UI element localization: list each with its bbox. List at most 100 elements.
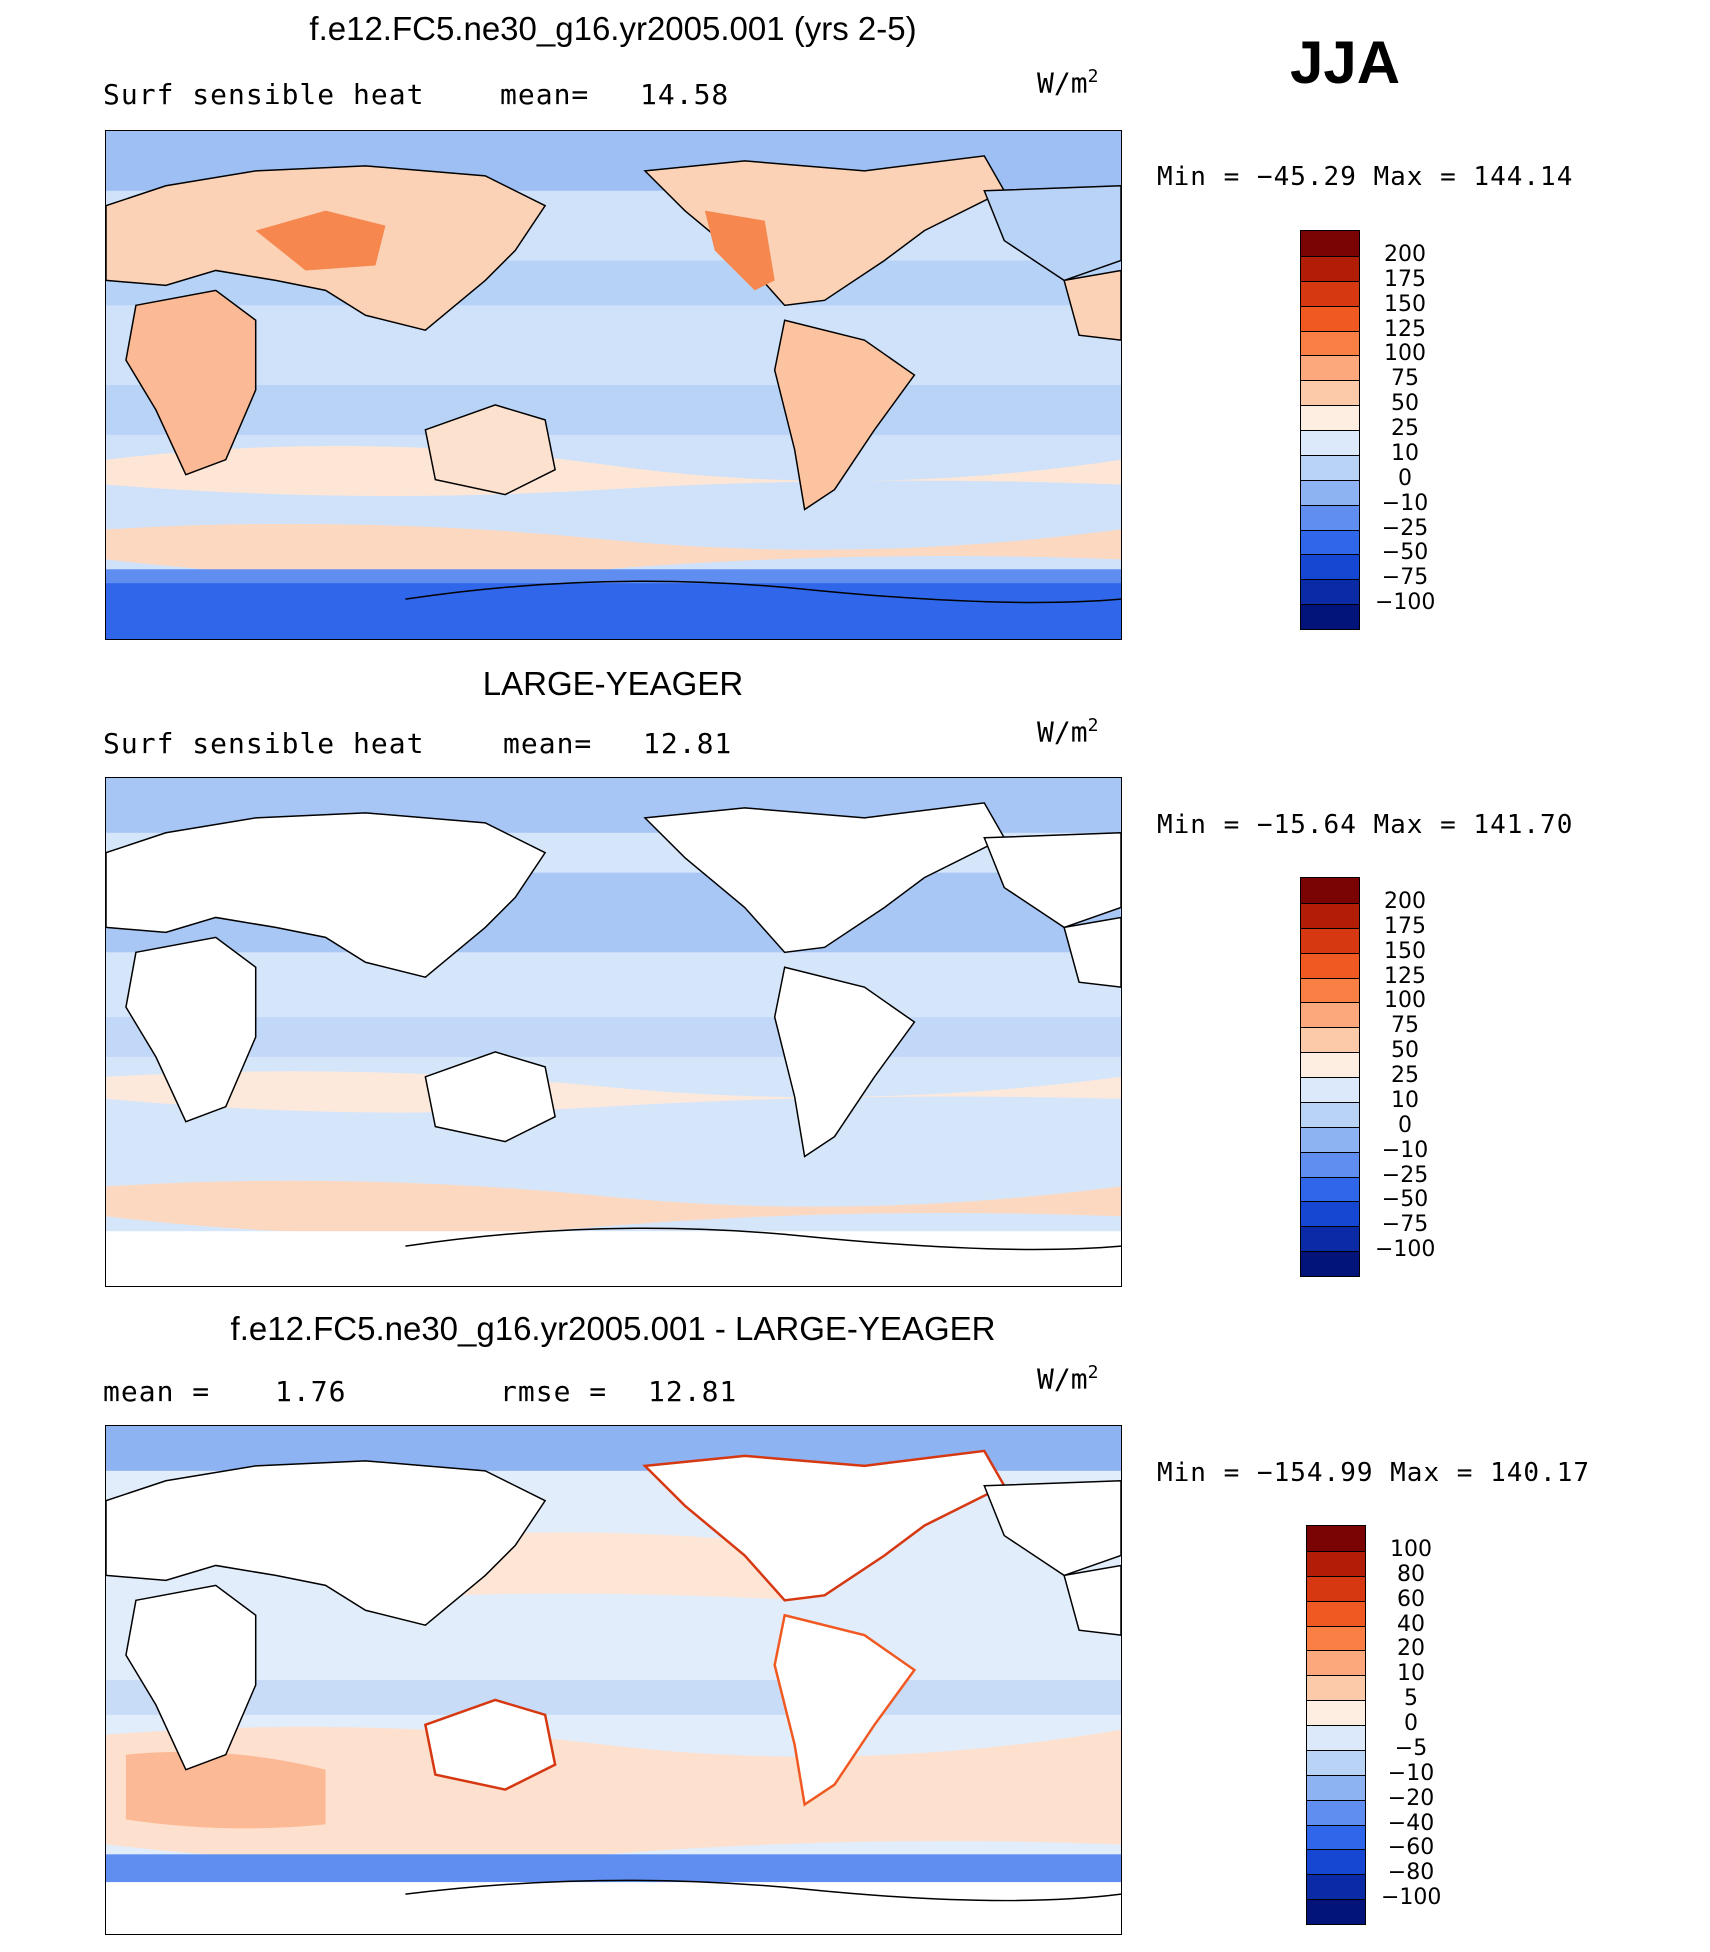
southern-warm-band-2 [106,523,1121,578]
antarctica-blank [106,1882,1121,1934]
colorbar-swatch [1307,1849,1365,1875]
panel-1-colorbar [1300,230,1360,630]
colorbar-swatch [1301,454,1359,480]
central-asia-hotspot [255,210,386,271]
panel-1-map-svg [106,131,1121,639]
panel-2-min-label: Min = [1157,810,1257,840]
colorbar-tick-label: 50 [1391,391,1419,417]
colorbar-tick-label: 40 [1397,1611,1425,1637]
south-america-landmass [773,319,916,511]
australia-landmass [424,404,556,496]
south-america-landmass [773,966,916,1158]
greenland-landmass [983,185,1121,282]
panel-3-map-svg [106,1426,1121,1934]
south-indian-warm [125,1751,326,1829]
colorbar-tick-label: 125 [1384,316,1426,342]
colorbar-tick-label: 10 [1391,1087,1419,1113]
panel-1-max-label: Max = [1373,162,1474,192]
panel-1-min-value: −45.29 [1256,162,1357,192]
colorbar-tick-label: 25 [1391,1063,1419,1088]
panel-3-max-label: Max = [1390,1458,1491,1488]
colorbar-swatch [1301,430,1359,455]
season-label: JJA [1289,29,1401,96]
panel-3-map [105,1425,1122,1935]
southern-warm-band-2 [106,1180,1121,1235]
colorbar-swatch [1301,405,1359,430]
colorbar-swatch [1307,1874,1365,1900]
colorbar-swatch [1307,1650,1365,1676]
colorbar-tick-label: 100 [1390,1536,1432,1562]
colorbar-swatch [1301,330,1359,356]
north-america-landmass [642,1449,1006,1602]
africa-landmass [125,1584,257,1771]
colorbar-swatch [1301,479,1359,505]
panel-1-mean-value: 14.58 [640,78,730,111]
colorbar-swatch [1307,1824,1365,1850]
panel-3-colorbar [1306,1525,1366,1925]
tropical-band [106,385,1121,435]
panel-3-min-max: Min = −154.99 Max = 140.17 [1157,1458,1590,1488]
colorbar-tick-label: 10 [1397,1661,1425,1687]
panel-3-title: f.e12.FC5.ne30_g16.yr2005.001 - LARGE-YE… [230,1310,996,1347]
colorbar-swatch [1301,927,1359,953]
australia-landmass [424,1051,556,1143]
tropical-band [106,1017,1121,1057]
colorbar-tick-label: 20 [1397,1636,1425,1662]
south-america-landmass [773,1613,917,1807]
colorbar-tick-label: 0 [1398,1112,1412,1138]
colorbar-swatch [1301,579,1359,605]
panel-3-max-value: 140.17 [1490,1458,1590,1488]
colorbar-swatch [1301,380,1359,406]
colorbar-swatch [1301,280,1359,306]
colorbar-swatch [1301,1151,1359,1177]
colorbar-swatch [1301,1176,1359,1202]
colorbar-swatch [1301,878,1359,903]
colorbar-swatch [1307,1575,1365,1601]
panel-3-units: W/m2 [1037,1362,1099,1396]
panel-2-mean-label: mean= [503,727,593,760]
colorbar-tick-label: −50 [1381,540,1429,566]
colorbar-swatch [1301,977,1359,1003]
western-us-hotspot [704,210,775,291]
colorbar-tick-label: −100 [1381,1885,1442,1911]
colorbar-swatch [1301,1126,1359,1152]
colorbar-swatch [1301,1077,1359,1102]
colorbar-tick-label: 5 [1404,1686,1418,1712]
panel-2-colorbar [1300,877,1360,1277]
panel-1-map [105,130,1122,640]
antarctica-coastline [405,1227,1121,1251]
colorbar-tick-label: 0 [1404,1711,1418,1736]
colorbar-swatch [1301,305,1359,331]
colorbar-swatch [1307,1550,1365,1576]
colorbar-tick-label: −40 [1387,1810,1435,1836]
colorbar-swatch [1301,902,1359,928]
colorbar-tick-label: 200 [1384,241,1426,267]
colorbar-tick-label: 175 [1384,913,1426,939]
colorbar-swatch [1307,1899,1365,1924]
colorbar-tick-label: 200 [1384,888,1426,914]
panel-1-title: f.e12.FC5.ne30_g16.yr2005.001 (yrs 2-5) [309,10,917,47]
colorbar-swatch [1307,1749,1365,1775]
greenland-landmass [983,1480,1121,1577]
colorbar-tick-label: −10 [1387,1760,1435,1786]
panel-3-min-value: −154.99 [1256,1458,1374,1488]
panel-3-mean-value: 1.76 [275,1375,347,1408]
eurasia-landmass [106,812,547,979]
africa-landmass [125,289,257,476]
panel-3-min-label: Min = [1157,1458,1257,1488]
australia-landmass [423,1698,557,1791]
africa-landmass [125,936,257,1123]
panel-2-map [105,777,1122,1287]
colorbar-tick-label: 25 [1391,416,1419,441]
colorbar-swatch [1307,1799,1365,1825]
panel-1-min-max: Min = −45.29 Max = 144.14 [1157,162,1573,192]
colorbar-tick-label: 0 [1398,465,1412,491]
colorbar-tick-label: 80 [1397,1561,1425,1587]
panel-2-units: W/m2 [1037,715,1099,749]
colorbar-swatch [1301,952,1359,978]
colorbar-tick-label: 100 [1384,988,1426,1014]
colorbar-tick-label: −10 [1381,1137,1429,1163]
panel-2-min-value: −15.64 [1256,810,1357,840]
colorbar-swatch [1307,1625,1365,1651]
colorbar-swatch [1307,1675,1365,1701]
